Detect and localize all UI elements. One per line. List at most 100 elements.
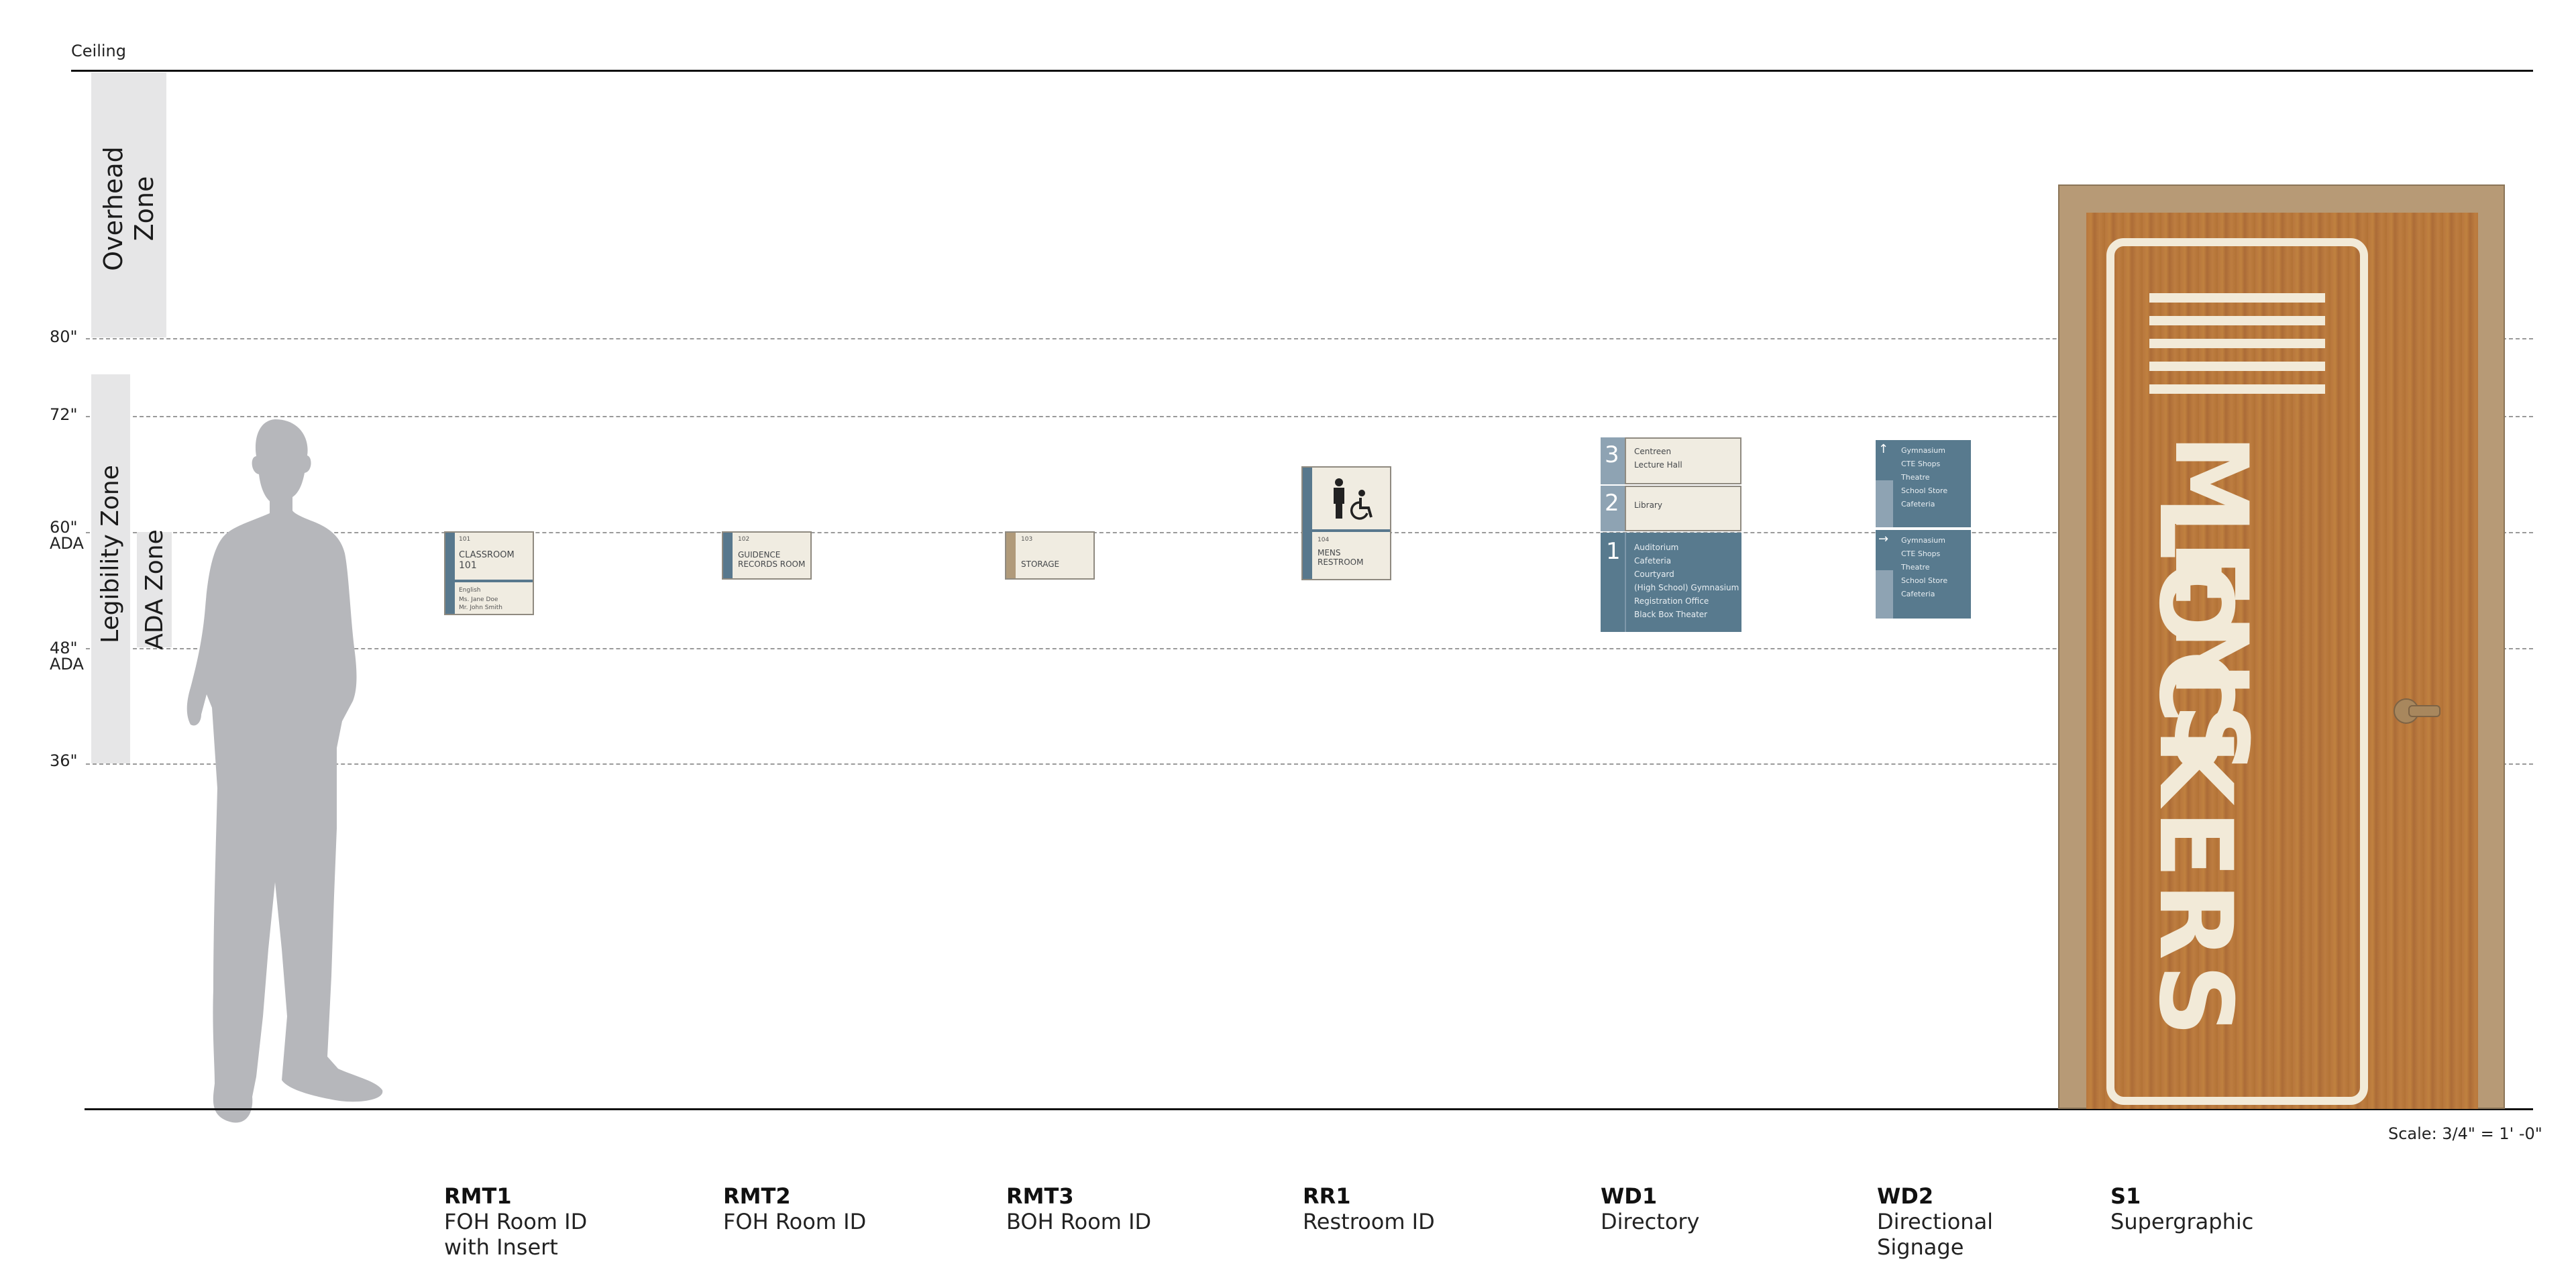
wd2-right-item: Gymnasium (1901, 536, 1945, 545)
wd1-code: WD1 (1601, 1183, 1658, 1209)
height-60-ada-label: ADA (50, 534, 84, 553)
rmt2-room-name-line1: GUIDENCE (738, 550, 781, 559)
rr1-accent-stripe (1303, 468, 1312, 579)
supergraphic-stripe (2149, 384, 2325, 394)
rr1-sign: 104 MENS RESTROOM (1301, 466, 1391, 580)
wd1-level1-panel (1601, 533, 1741, 632)
wd2-up-item: Theatre (1901, 473, 1930, 482)
restroom-pictogram-icon (1334, 478, 1373, 520)
supergraphic-text-lockers: LOCKERS (2137, 496, 2253, 1041)
wd1-level3-item: Lecture Hall (1634, 460, 1682, 470)
supergraphic-stripe (2149, 316, 2325, 325)
rmt1-insert-line1: English (459, 587, 481, 594)
rmt2-desc: FOH Room ID (723, 1209, 867, 1234)
wd1-level2-number: 2 (1605, 490, 1619, 517)
legibility-zone-bar (91, 374, 130, 763)
rmt2-room-number: 102 (738, 536, 750, 543)
height-60-label: 60" (50, 518, 78, 537)
ceiling-label: Ceiling (71, 42, 126, 60)
rmt3-code: RMT3 (1006, 1183, 1074, 1209)
rmt3-desc: BOH Room ID (1006, 1209, 1152, 1234)
line-36in (86, 763, 2533, 765)
rmt1-insert-line3: Mr. John Smith (459, 604, 503, 611)
height-72-label: 72" (50, 405, 78, 424)
wd1-level1-item: (High School) Gymnasium (1634, 583, 1739, 592)
ceiling-line (71, 70, 2533, 72)
scale-note: Scale: 3/4" = 1' -0" (2388, 1124, 2542, 1143)
ada-zone-label: ADA Zone (141, 529, 168, 650)
overhead-zone-bar (91, 72, 166, 337)
wd2-up-item: Cafeteria (1901, 500, 1935, 509)
wd2-directional-sign: ↑ Gymnasium CTE Shops Theatre School Sto… (1876, 440, 1971, 619)
line-80in (86, 338, 2533, 339)
rmt1-insert-line2: Ms. Jane Doe (459, 596, 498, 603)
right-arrow-icon: → (1878, 532, 1889, 546)
rmt3-sign: 103 STORAGE (1005, 531, 1095, 580)
supergraphic-stripe (2149, 339, 2325, 348)
rr1-desc: Restroom ID (1303, 1209, 1435, 1234)
supergraphic-stripe (2149, 293, 2325, 303)
wd2-right-item: CTE Shops (1901, 549, 1941, 558)
ada-zone-bar (137, 532, 172, 647)
rmt2-sign: 102 GUIDENCE RECORDS ROOM (722, 531, 812, 580)
rmt1-accent-stripe (445, 533, 455, 614)
wd2-up-item: CTE Shops (1901, 460, 1941, 468)
rr1-divider (1312, 529, 1390, 532)
wd2-up-item: School Store (1901, 486, 1948, 495)
rmt3-room-number: 103 (1021, 536, 1033, 543)
wd1-level1-item: Courtyard (1634, 570, 1674, 579)
line-72in (86, 416, 2533, 417)
wd1-level2-item: Library (1634, 500, 1662, 510)
wd2-up-item: Gymnasium (1901, 446, 1945, 455)
rr1-room-name-line2: RESTROOM (1318, 557, 1364, 567)
wd1-level1-item: Black Box Theater (1634, 610, 1708, 619)
rmt1-room-number: 101 (459, 536, 471, 543)
floor-line (85, 1108, 2533, 1110)
wd1-level2-tab (1601, 486, 1625, 531)
rmt1-sign: 101 CLASSROOM 101 English Ms. Jane Doe M… (444, 531, 534, 615)
overhead-zone-label: Overhead Zone (99, 146, 159, 271)
wd2-desc: Directional Signage (1877, 1209, 1994, 1260)
s1-code: S1 (2110, 1183, 2141, 1209)
wd1-level3-item: Centreen (1634, 447, 1672, 456)
line-48in (86, 648, 2533, 649)
s1-desc: Supergraphic (2110, 1209, 2254, 1234)
legibility-zone-label: Legibility Zone (97, 465, 124, 643)
rr1-room-name-line1: MENS (1318, 548, 1341, 557)
wd1-level3-number: 3 (1605, 441, 1619, 468)
wd2-upper-arrow-tab (1876, 480, 1893, 527)
rmt2-accent-stripe (723, 533, 733, 578)
supergraphic-stripe (2149, 362, 2325, 371)
human-figure-silhouette (186, 419, 383, 1123)
height-48-label: 48" (50, 639, 78, 657)
height-36-label: 36" (50, 751, 78, 770)
rmt3-room-name: STORAGE (1021, 559, 1060, 569)
wd1-level3-tab (1601, 437, 1625, 484)
rmt1-room-name-line2: 101 (459, 560, 477, 571)
door-frame: MENS LOCKERS (2058, 184, 2505, 1109)
rmt3-accent-stripe (1006, 533, 1016, 578)
rmt2-room-name-line2: RECORDS ROOM (738, 559, 806, 569)
wd1-level1-item: Registration Office (1634, 596, 1709, 606)
wd2-right-item: Cafeteria (1901, 590, 1935, 598)
wd1-level1-number: 1 (1606, 538, 1621, 565)
door-panel: MENS LOCKERS (2086, 213, 2478, 1109)
wd1-level3-panel (1625, 437, 1741, 484)
wd1-desc: Directory (1601, 1209, 1700, 1234)
wd1-level1-item: Cafeteria (1634, 556, 1672, 566)
rmt1-desc: FOH Room ID with Insert (444, 1209, 588, 1260)
rmt1-code: RMT1 (444, 1183, 512, 1209)
wd1-level1-item: Auditorium (1634, 543, 1679, 552)
supergraphic-border (2106, 238, 2368, 1105)
wd2-code: WD2 (1877, 1183, 1934, 1209)
wd1-level2-panel (1625, 486, 1741, 531)
rmt2-code: RMT2 (723, 1183, 791, 1209)
height-48-ada-label: ADA (50, 655, 84, 674)
wd1-directory-sign: 3 Centreen Lecture Hall 2 Library 1 Audi… (1601, 437, 1741, 632)
rr1-code: RR1 (1303, 1183, 1351, 1209)
wd2-right-item: School Store (1901, 576, 1948, 585)
wd2-lower-arrow-tab (1876, 570, 1893, 619)
wd1-level1-tab-divider (1625, 533, 1626, 632)
rmt1-insert-divider (455, 580, 533, 582)
up-arrow-icon: ↑ (1878, 442, 1889, 456)
